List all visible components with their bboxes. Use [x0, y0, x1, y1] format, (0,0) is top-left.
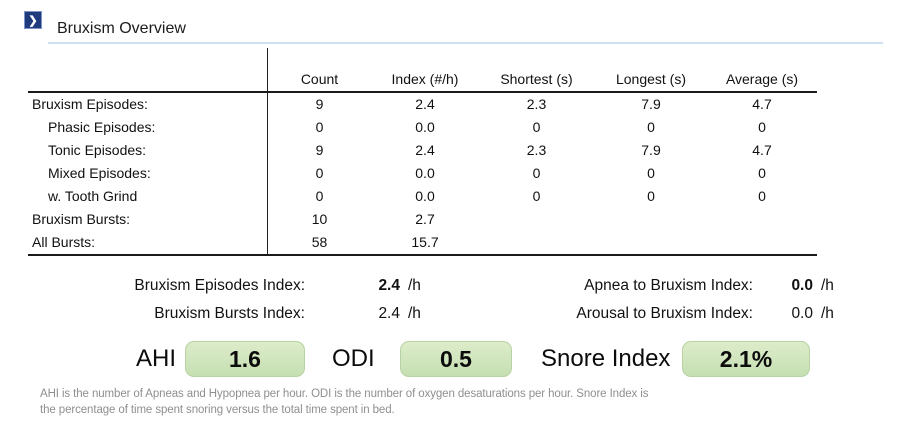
row-label: Bruxism Bursts: [32, 211, 131, 227]
cell-shortest [478, 208, 595, 231]
cell-count: 0 [315, 188, 324, 204]
table-header-row: Count Index (#/h) Shortest (s) Longest (… [28, 48, 817, 93]
unit-per-hour: /h [408, 277, 421, 294]
cell-index: 0.0 [415, 165, 435, 181]
row-label: All Bursts: [32, 234, 96, 250]
cell-shortest: 0 [532, 165, 541, 181]
chevron-right-icon: ❯ [28, 14, 38, 27]
cell-index: 2.4 [415, 142, 435, 158]
cell-index: 2.7 [415, 211, 435, 227]
ahi-value-box: 1.6 [185, 341, 305, 377]
table-row-bruxism-episodes: Bruxism Episodes: 9 2.4 2.3 7.9 4.7 [28, 93, 817, 116]
section-expand-button[interactable]: ❯ [24, 11, 42, 29]
apnea-to-bruxism-index-label: Apnea to Bruxism Index: [584, 277, 753, 294]
cell-longest: 0 [647, 119, 655, 135]
cell-shortest: 0 [532, 188, 541, 204]
cell-longest: 7.9 [641, 142, 661, 158]
footnote-line-1: AHI is the number of Apneas and Hypopnea… [40, 388, 649, 400]
snore-index-value-box: 2.1% [682, 341, 810, 377]
cell-count: 0 [315, 119, 324, 135]
cell-count: 9 [315, 96, 324, 112]
cell-count: 10 [311, 211, 328, 227]
table-row-mixed-episodes: Mixed Episodes: 0 0.0 0 0 0 [28, 162, 817, 185]
row-label: Phasic Episodes: [48, 119, 156, 135]
odi-value-box: 0.5 [400, 341, 512, 377]
table-row-tooth-grind: w. Tooth Grind 0 0.0 0 0 0 [28, 185, 817, 208]
cell-shortest: 0 [532, 119, 541, 135]
snore-index-label: Snore Index [541, 345, 671, 372]
cell-index: 15.7 [411, 234, 439, 250]
cell-average: 0 [758, 119, 766, 135]
table-row-phasic-episodes: Phasic Episodes: 0 0.0 0 0 0 [28, 116, 817, 139]
apnea-to-bruxism-index-value: 0.0 [791, 277, 813, 294]
cell-index: 0.0 [415, 188, 435, 204]
cell-count: 0 [315, 165, 324, 181]
cell-shortest: 2.3 [526, 96, 547, 112]
footnote: AHI is the number of Apneas and Hypopnea… [40, 387, 870, 418]
column-header-average: Average (s) [725, 71, 799, 87]
odi-label: ODI [332, 345, 375, 372]
cell-index: 0.0 [415, 119, 435, 135]
column-header-index: Index (#/h) [391, 71, 459, 87]
table-row-tonic-episodes: Tonic Episodes: 9 2.4 2.3 7.9 4.7 [28, 139, 817, 162]
footnote-line-2: the percentage of time spent snoring ver… [40, 403, 395, 416]
bruxism-table: Count Index (#/h) Shortest (s) Longest (… [28, 48, 817, 256]
cell-longest: 0 [647, 165, 655, 181]
row-label: Tonic Episodes: [48, 142, 147, 158]
cell-longest [595, 231, 707, 254]
cell-longest [595, 208, 707, 231]
index-row-2: Bruxism Bursts Index: 2.4 /h Arousal to … [40, 305, 860, 325]
cell-average: 4.7 [752, 96, 772, 112]
header-divider [48, 42, 883, 44]
bruxism-episodes-index-label: Bruxism Episodes Index: [134, 277, 305, 294]
bruxism-episodes-index-value: 2.4 [378, 277, 400, 294]
column-header-count: Count [300, 71, 339, 87]
table-row-bruxism-bursts: Bruxism Bursts: 10 2.7 [28, 208, 817, 231]
unit-per-hour: /h [821, 277, 834, 294]
page-title: Bruxism Overview [57, 20, 186, 37]
unit-per-hour: /h [408, 305, 421, 322]
bruxism-bursts-index-label: Bruxism Bursts Index: [154, 305, 305, 322]
cell-count: 9 [315, 142, 324, 158]
arousal-to-bruxism-index-value: 0.0 [791, 305, 813, 322]
summary-row: AHI 1.6 ODI 0.5 Snore Index 2.1% [0, 341, 900, 378]
arousal-to-bruxism-index-label: Arousal to Bruxism Index: [576, 305, 753, 322]
row-label: Mixed Episodes: [48, 165, 151, 181]
cell-longest: 0 [647, 188, 655, 204]
cell-average: 0 [758, 165, 766, 181]
cell-shortest: 2.3 [526, 142, 547, 158]
row-label: Bruxism Episodes: [32, 96, 148, 112]
table-body: Bruxism Episodes: 9 2.4 2.3 7.9 4.7 Phas… [28, 93, 817, 256]
bruxism-bursts-index-value: 2.4 [378, 305, 400, 322]
column-header-longest: Longest (s) [615, 71, 687, 87]
cell-average [707, 208, 817, 231]
cell-count: 58 [311, 234, 328, 250]
cell-shortest [478, 231, 595, 254]
cell-average [707, 231, 817, 254]
index-row-1: Bruxism Episodes Index: 2.4 /h Apnea to … [40, 277, 860, 297]
unit-per-hour: /h [821, 305, 834, 322]
cell-longest: 7.9 [641, 96, 661, 112]
cell-index: 2.4 [415, 96, 435, 112]
cell-average: 0 [758, 188, 766, 204]
cell-average: 4.7 [752, 142, 772, 158]
table-vertical-divider [267, 48, 268, 256]
row-label: w. Tooth Grind [48, 188, 138, 204]
ahi-label: AHI [136, 345, 177, 372]
table-row-all-bursts: All Bursts: 58 15.7 [28, 231, 817, 254]
column-header-shortest: Shortest (s) [500, 71, 573, 87]
